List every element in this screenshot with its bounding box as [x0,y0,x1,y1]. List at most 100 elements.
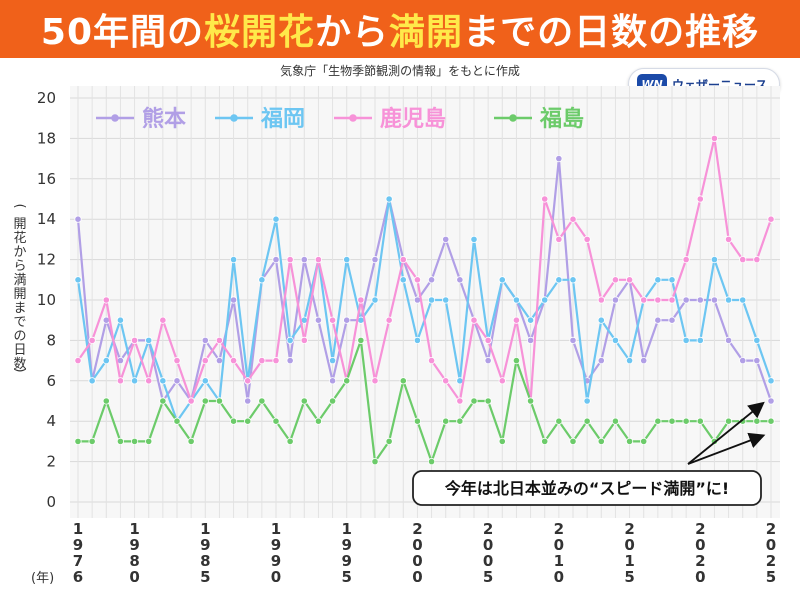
data-point [753,336,761,344]
data-point [102,356,110,365]
data-point [328,397,337,405]
data-point [767,377,775,385]
data-point [272,255,280,264]
data-point [74,356,82,365]
data-point [484,356,492,365]
x-tick-digit: 2 [766,552,776,570]
data-point [498,437,506,445]
data-point [371,296,379,304]
data-point [314,255,323,264]
data-point [484,397,492,405]
data-point [357,336,365,344]
x-tick-digit: 0 [483,536,493,554]
data-point [427,276,436,284]
data-point [484,336,492,344]
series-2 [74,134,775,405]
data-point [442,377,450,385]
data-point [696,296,704,304]
data-point [654,296,662,304]
data-point [696,417,704,425]
data-point [526,336,535,344]
x-tick-digit: 9 [341,552,351,570]
x-tick-digit: 1 [73,520,83,538]
data-point [767,397,775,405]
data-point [640,437,648,445]
data-point [555,417,563,425]
data-point [569,437,577,445]
data-point [682,296,690,304]
x-tick-digit: 1 [200,520,210,538]
x-tick-digit: 8 [200,552,210,570]
data-point [286,336,294,344]
annotation-box [412,470,762,506]
data-point [739,356,747,365]
data-point [88,336,96,344]
data-point [597,437,605,445]
data-point [102,397,110,405]
data-point [654,316,662,324]
data-point [371,457,379,466]
data-point [541,296,549,304]
x-tick-digit: 9 [200,536,210,554]
legend-label: 熊本 [142,106,186,132]
y-axis-label-char: の [13,329,26,344]
data-point [201,377,209,385]
data-point [399,377,407,385]
data-point [526,397,535,405]
data-point [385,437,393,445]
y-tick-label: 20 [37,89,56,107]
x-tick-digit: 0 [412,536,422,554]
data-point [286,255,294,264]
legend-item: 福島 [494,106,584,132]
x-tick-digit: 0 [554,568,564,586]
legend: 熊本 福岡 鹿児島 福島 [96,106,584,132]
data-point [88,437,96,445]
data-point [272,356,280,365]
x-tick-digit: 9 [341,536,351,554]
data-point [526,316,535,324]
data-point [682,336,690,344]
data-point [173,356,181,365]
x-tick-digit: 2 [695,520,705,538]
data-point [258,276,266,284]
data-point [456,276,464,284]
title-part: までの日数の推移 [463,12,760,53]
data-point [187,437,195,445]
data-point [767,215,775,223]
y-axis-label: (開花から満開までの日数) [12,203,27,372]
data-point [555,155,563,163]
x-tick-digit: 5 [200,568,210,586]
data-point [159,397,167,405]
y-axis-label-char: 数 [13,357,26,372]
data-point [385,195,393,203]
data-point [682,417,690,425]
data-point [244,377,252,385]
data-point [654,276,662,284]
data-point [343,316,351,324]
data-point [739,296,747,304]
legend-label: 福岡 [260,107,305,132]
y-axis-label-char: ら [13,259,26,274]
data-point [328,377,337,385]
x-tick-digit: 2 [624,520,634,538]
x-tick-digit: 6 [73,568,83,586]
data-point [427,356,436,365]
x-tick-digit: 9 [73,536,83,554]
y-tick-label: 8 [46,331,56,349]
y-axis-label-char: 日 [13,343,26,358]
data-point [541,437,549,445]
x-tick-digit: 1 [271,520,281,538]
series-group [74,134,775,466]
data-point [456,417,464,425]
x-tick-digit: 0 [554,536,564,554]
series-line [76,157,773,403]
data-point [371,255,379,264]
data-point [215,336,224,344]
data-point [145,377,153,385]
data-point [74,437,82,445]
